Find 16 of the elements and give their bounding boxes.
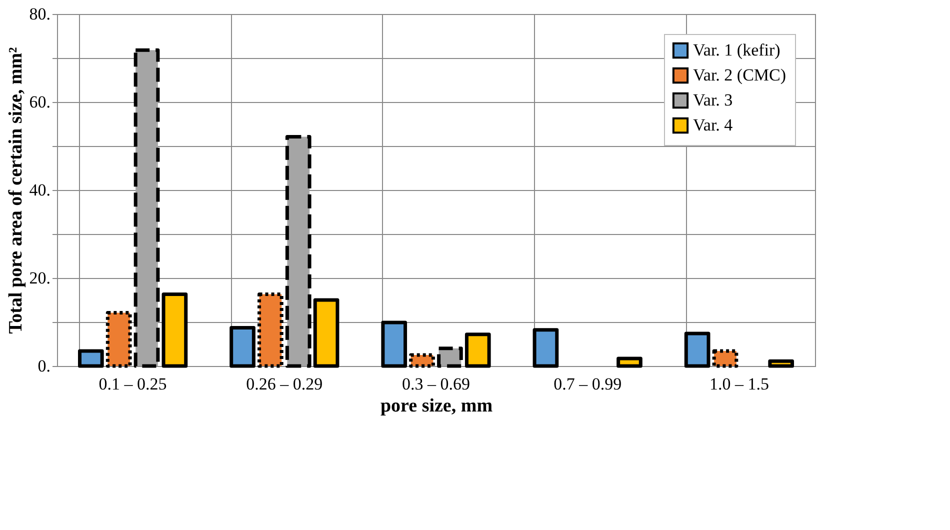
y-tick-label: 0. xyxy=(38,356,50,376)
legend-label: Var. 2 (CMC) xyxy=(693,66,786,84)
y-axis-title: Total pore area of certain size, mm² xyxy=(5,46,26,334)
legend-label: Var. 3 xyxy=(693,90,733,110)
legend-label: Var. 1 (kefir) xyxy=(693,40,780,60)
y-tick-label: 80. xyxy=(29,4,50,24)
x-tick-label: 0.26 – 0.29 xyxy=(246,374,323,394)
y-tick-label: 60. xyxy=(29,92,50,112)
y-tick-label: 40. xyxy=(29,180,50,200)
x-axis-title: pore size, mm xyxy=(380,396,493,416)
y-tick-label: 20. xyxy=(29,268,50,288)
x-tick-label: 0.7 – 0.99 xyxy=(554,374,622,394)
x-tick-label: 0.3 – 0.69 xyxy=(402,374,470,394)
x-tick-label: 1.0 – 1.5 xyxy=(709,374,769,394)
legend-label: Var. 4 xyxy=(693,116,734,134)
x-tick-label: 0.1 – 0.25 xyxy=(98,374,167,394)
